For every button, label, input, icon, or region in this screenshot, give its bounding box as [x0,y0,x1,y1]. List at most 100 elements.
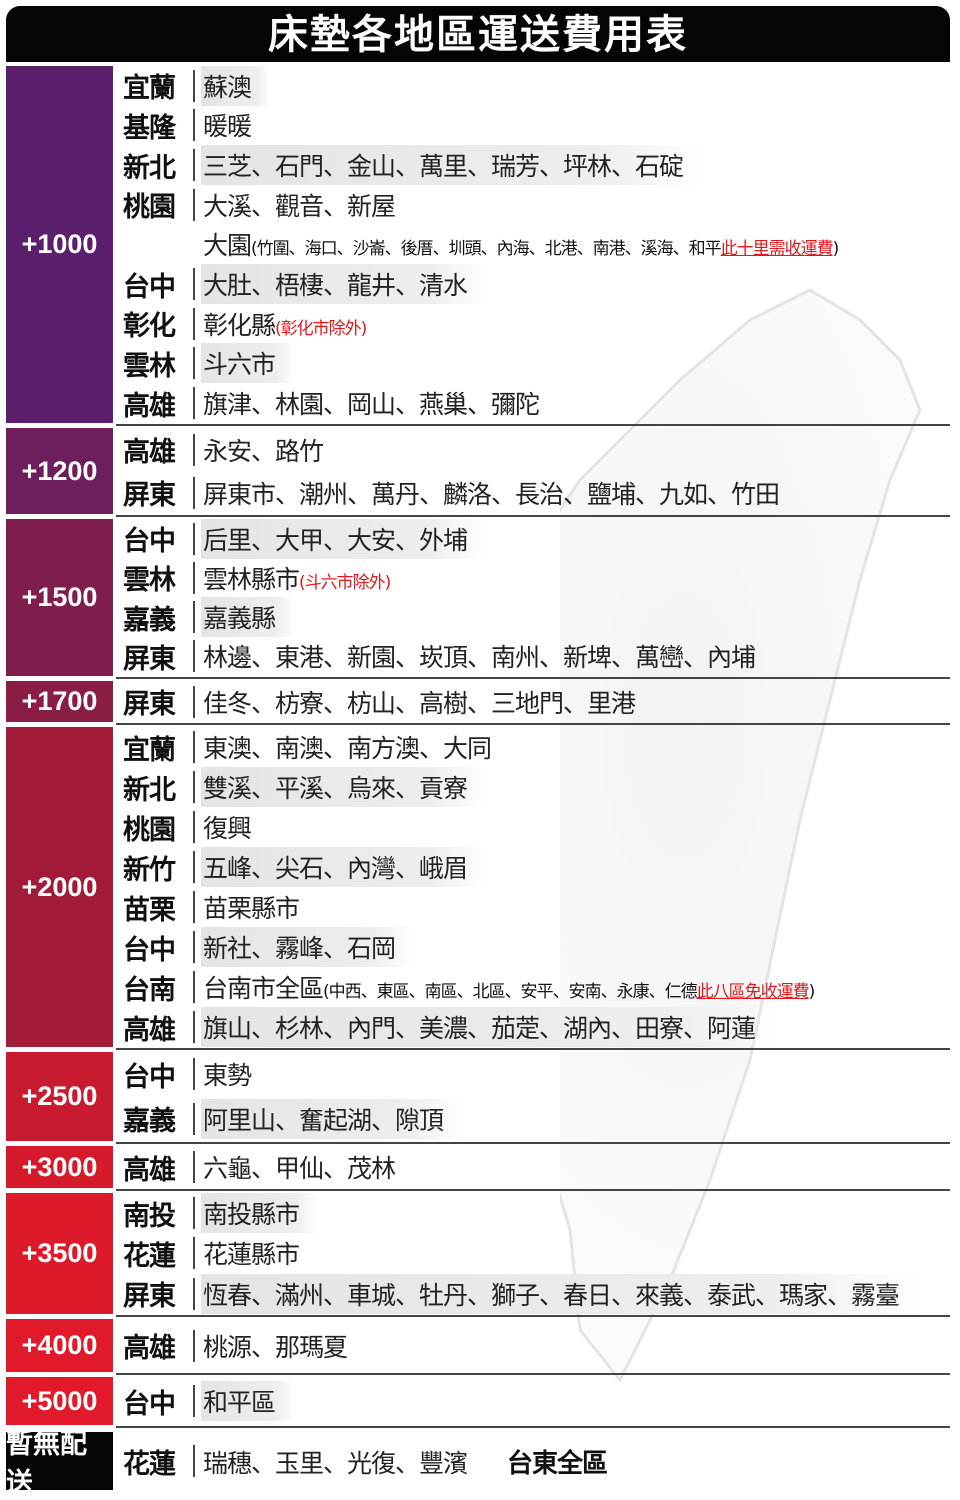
divider [193,109,195,142]
region-rows: 台中 后里、大甲、大安、外埔 雲林 雲林縣市(斗六市除外) 嘉義 嘉義縣 屏東 林邊、東港、新… [113,518,950,676]
exception-note: (彰化市除外) [275,318,367,339]
divider [193,1237,195,1270]
region-name: 雲林 [123,350,176,382]
divider [193,685,195,718]
district-list: 嘉義縣 [201,597,296,638]
table-row: 基隆 暖暖 [123,106,950,144]
district-list: 佳冬、枋寮、枋山、高樹、三地門、里港 [201,682,655,722]
district-text: 台南市全區 [203,974,324,1003]
district-text: 雙溪、平溪、烏來、貢寮 [203,774,468,803]
district-text: 六龜、甲仙、茂林 [203,1154,396,1183]
divider [193,188,195,221]
divider [193,1445,195,1477]
table-row: 新北 雙溪、平溪、烏來、貢寮 [123,767,950,807]
region-name: 台南 [123,974,176,1006]
region-rows: 高雄 六龜、甲仙、茂林 [113,1146,950,1188]
district-text: 雲林縣市 [203,564,300,594]
district-list: 三芝、石門、金山、萬里、瑞芳、坪林、石碇 [201,145,704,186]
district-list: 后里、大甲、大安、外埔 [201,518,488,559]
fee-label: +5000 [6,1377,113,1425]
district-list: 彰化縣(彰化市除外) [201,304,386,344]
district-text: 東澳、南澳、南方澳、大同 [203,734,492,763]
region-name: 花蓮 [123,1240,176,1272]
fee-note: 此八區免收運費 [696,982,810,1002]
divider [193,561,195,594]
district-list: 五峰、尖石、內灣、峨眉 [201,847,488,887]
district-list: 和平區 [201,1381,296,1421]
district-text: 林邊、東港、新園、崁頂、南州、新埤、萬巒、內埔 [203,643,756,673]
fee-label: +1700 [6,681,113,722]
region-name: 高雄 [123,1154,176,1186]
region-name: 新北 [123,152,176,184]
district-text: 三芝、石門、金山、萬里、瑞芳、坪林、石碇 [203,152,684,182]
district-text: 彰化縣 [203,310,276,340]
divider [193,149,195,182]
table-row: 台中 和平區 [123,1381,950,1421]
divider [193,1058,195,1091]
region-name: 桃園 [123,814,176,846]
fee-group: +2000 宜蘭 東澳、南澳、南方澳、大同 新北 雙溪、平溪、烏來、貢寮 桃園 復興 新竹 五峰… [6,727,950,1050]
extra-region: 台東全區 [507,1448,608,1479]
region-name: 苗栗 [123,894,176,926]
district-list: 桃源、那瑪夏 [201,1326,367,1366]
district-list: 雲林縣市(斗六市除外) [201,558,410,598]
exception-note: (斗六市除外) [299,572,391,593]
district-text: 新社、霧峰、石岡 [203,934,396,963]
region-rows: 高雄 永安、路竹 屏東 屏東市、潮州、萬丹、麟洛、長治、鹽埔、九如、竹田 [113,428,950,514]
divider [193,1277,195,1310]
note-close: ) [808,982,816,1002]
table-row: 桃園 大溪、觀音、新屋 [123,186,950,224]
region-name: 宜蘭 [123,73,176,105]
divider [193,228,195,260]
fee-note: 此十里需收運費 [720,239,834,260]
district-list: 林邊、東港、新園、崁頂、南州、新埤、萬巒、內埔 [201,636,775,676]
divider [193,851,195,883]
fee-group: +1000 宜蘭 蘇澳 基隆 暖暖 新北 三芝、石門、金山、萬里、瑞芳、坪林、石碇 桃園 大溪、… [6,65,950,426]
divider [193,811,195,843]
region-name: 高雄 [123,437,176,468]
region-rows: 宜蘭 東澳、南澳、南方澳、大同 新北 雙溪、平溪、烏來、貢寮 桃園 復興 新竹 五峰、尖石、內… [113,727,950,1047]
divider [193,69,195,102]
table-row: 南投 南投縣市 [123,1193,950,1234]
region-name: 嘉義 [123,604,176,636]
district-text: 桃源、那瑪夏 [203,1332,348,1362]
region-rows: 南投 南投縣市 花蓮 花蓮縣市 屏東 恆春、滿州、車城、牡丹、獅子、春日、來義、泰武、瑪家… [113,1193,950,1314]
divider [193,1151,195,1183]
divider [193,1011,195,1043]
divider [193,347,195,380]
district-text: 花蓮縣市 [203,1240,300,1270]
district-text: 恆春、滿州、車城、牡丹、獅子、春日、來義、泰武、瑪家、霧臺 [203,1280,900,1310]
table-row: 宜蘭 東澳、南澳、南方澳、大同 [123,728,950,766]
district-list: 永安、路竹 [201,430,343,470]
table-row: 屏東 恆春、滿州、車城、牡丹、獅子、春日、來義、泰武、瑪家、霧臺 [123,1273,950,1314]
fee-label: +4000 [6,1319,113,1372]
table-row: 花蓮 瑞穗、玉里、光復、豐濱 台東全區 [123,1442,950,1480]
region-name: 南投 [123,1200,176,1232]
region-name: 基隆 [123,112,176,144]
table-row: 嘉義 阿里山、奮起湖、隙頂 [123,1098,950,1139]
table-row: 高雄 六龜、甲仙、茂林 [123,1148,950,1186]
table-row: 花蓮 花蓮縣市 [123,1234,950,1272]
district-text: 瑞穗、玉里、光復、豐濱 [203,1448,468,1478]
district-text: 東勢 [203,1061,252,1091]
table-row: 台中 大肚、梧棲、龍井、清水 [123,264,950,305]
table-row: 桃園 復興 [123,808,950,846]
region-rows: 屏東 佳冬、枋寮、枋山、高樹、三地門、里港 [113,681,950,722]
table-row: 屏東 林邊、東港、新園、崁頂、南州、新埤、萬巒、內埔 [123,637,950,675]
table-row: 台中 東勢 [123,1055,950,1093]
region-name: 台中 [123,1388,176,1420]
fee-group: +4000 高雄 桃源、那瑪夏 [6,1319,950,1375]
region-rows: 花蓮 瑞穗、玉里、光復、豐濱 台東全區 [113,1432,950,1490]
district-list: 屏東市、潮州、萬丹、麟洛、長治、鹽埔、九如、竹田 [201,473,799,513]
region-name: 宜蘭 [123,734,176,766]
district-list: 六龜、甲仙、茂林 [201,1147,415,1187]
divider [193,387,195,420]
district-list: 大園(竹圍、海口、沙崙、後厝、圳頭、內海、北港、南港、溪海、和平此十里需收運費) [201,224,858,264]
district-text: 復興 [203,814,252,843]
table-row: 台中 后里、大甲、大安、外埔 [123,518,950,559]
region-name: 桃園 [123,192,176,224]
district-list: 旗津、林園、岡山、燕巢、彌陀 [201,383,559,423]
region-rows: 高雄 桃源、那瑪夏 [113,1319,950,1372]
page-title: 床墊各地區運送費用表 [6,6,950,62]
region-name: 台中 [123,934,176,966]
